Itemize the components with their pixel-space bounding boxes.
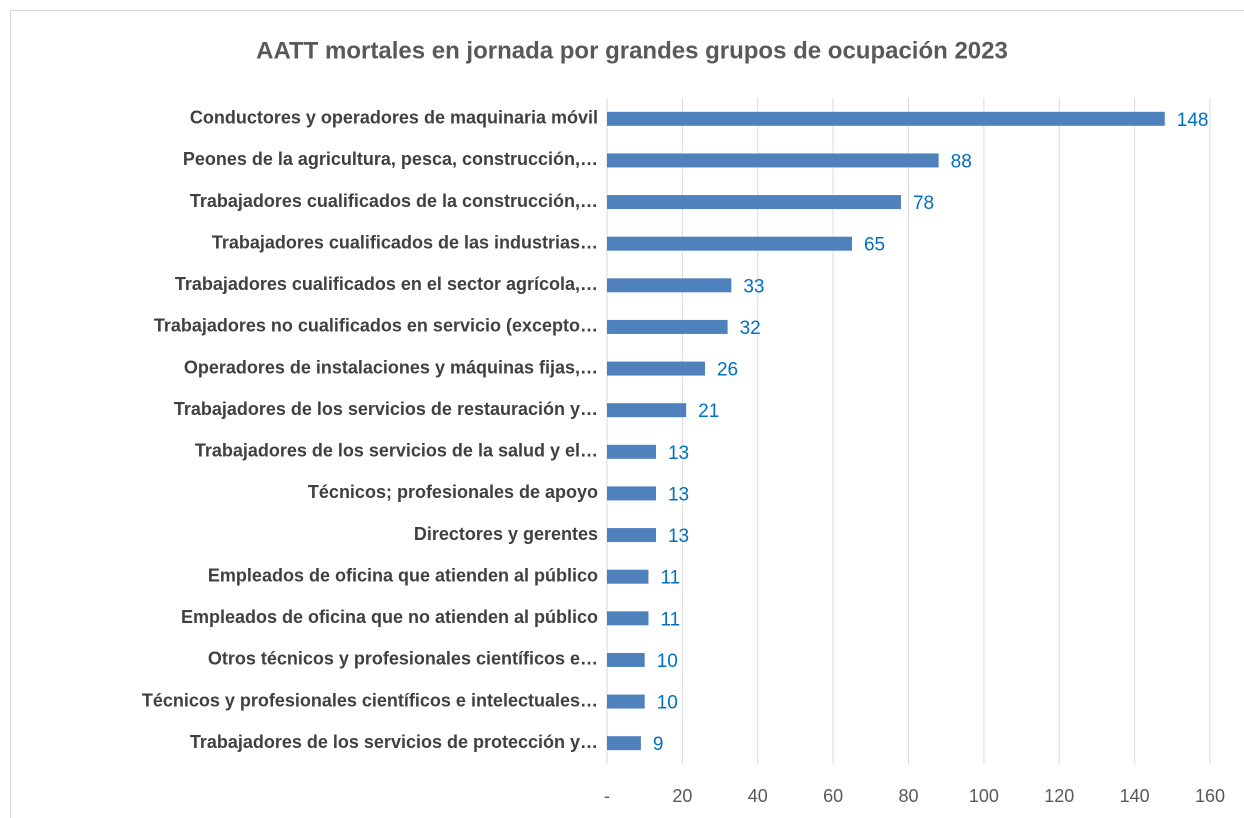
data-label: 13 (668, 526, 689, 547)
bar (607, 528, 656, 543)
y-tick-label: Trabajadores de los servicios de la salu… (195, 441, 598, 461)
y-tick-label: Peones de la agricultura, pesca, constru… (183, 149, 598, 169)
data-label: 26 (717, 360, 738, 381)
bar (607, 611, 649, 626)
bar (607, 153, 939, 168)
y-tick-label: Empleados de oficina que no atienden al … (181, 607, 598, 627)
bar (607, 444, 656, 459)
bar (607, 361, 705, 376)
bar (607, 694, 645, 709)
data-label: 10 (657, 693, 678, 714)
data-label: 21 (698, 401, 719, 422)
bar (607, 195, 901, 210)
x-tick-label: 140 (1120, 786, 1150, 806)
x-tick-label: 160 (1195, 786, 1225, 806)
x-tick-label: 120 (1044, 786, 1074, 806)
y-tick-label: Empleados de oficina que atienden al púb… (208, 565, 598, 585)
bar (607, 652, 645, 667)
bar (607, 278, 732, 293)
data-label: 13 (668, 443, 689, 464)
data-label: 9 (653, 734, 664, 755)
y-tick-label: Conductores y operadores de maquinaria m… (190, 108, 598, 128)
bar (607, 486, 656, 501)
y-tick-label: Operadores de instalaciones y máquinas f… (184, 357, 598, 377)
bar (607, 736, 641, 751)
data-label: 11 (660, 568, 680, 589)
y-tick-label: Técnicos y profesionales científicos e i… (142, 690, 598, 710)
y-tick-label: Trabajadores de los servicios de protecc… (190, 732, 598, 752)
bar (607, 403, 687, 418)
x-tick-label: 20 (672, 786, 692, 806)
data-label: 32 (740, 318, 761, 339)
bar (607, 111, 1165, 126)
bar (607, 569, 649, 584)
y-tick-label: Técnicos; profesionales de apoyo (308, 482, 598, 502)
bar (607, 319, 728, 334)
y-tick-label: Otros técnicos y profesionales científic… (208, 649, 598, 669)
data-label: 78 (913, 193, 934, 214)
data-label: 10 (657, 651, 678, 672)
data-label: 65 (864, 235, 885, 256)
y-tick-label: Trabajadores cualificados de la construc… (190, 191, 598, 211)
data-label: 148 (1177, 110, 1209, 131)
data-label: 88 (951, 151, 972, 172)
y-tick-label: Trabajadores cualificados de las industr… (212, 232, 598, 252)
x-tick-label: 60 (823, 786, 843, 806)
chart-title: AATT mortales en jornada por grandes gru… (256, 37, 1008, 64)
data-label: 13 (668, 484, 689, 505)
y-tick-label: Trabajadores cualificados en el sector a… (175, 274, 598, 294)
x-tick-label: - (604, 786, 610, 806)
bar (607, 236, 852, 251)
y-tick-label: Directores y gerentes (414, 524, 598, 544)
y-tick-label: Trabajadores de los servicios de restaur… (174, 399, 598, 419)
x-tick-label: 80 (898, 786, 918, 806)
x-tick-label: 100 (969, 786, 999, 806)
x-tick-label: 40 (748, 786, 768, 806)
data-label: 11 (660, 609, 680, 630)
data-label: 33 (743, 276, 764, 297)
y-tick-label: Trabajadores no cualificados en servicio… (154, 316, 598, 336)
